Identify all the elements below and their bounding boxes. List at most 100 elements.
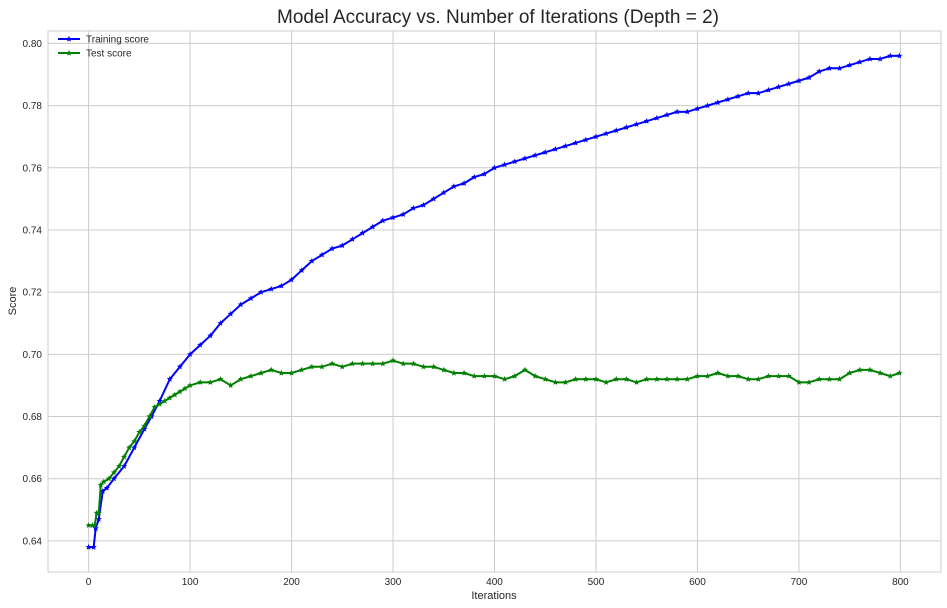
training-score-point <box>237 301 244 308</box>
test-score-point <box>694 372 701 379</box>
test-score-point <box>613 376 620 382</box>
test-score-point <box>146 413 153 420</box>
training-score-point <box>268 285 275 292</box>
test-score-point <box>765 372 772 379</box>
test-score-point <box>359 360 366 367</box>
test-score-point <box>207 379 214 385</box>
test-score-point <box>471 372 478 379</box>
training-score-point <box>856 58 863 65</box>
test-score-point <box>663 376 671 382</box>
training-score-point <box>653 114 660 121</box>
test-score-point <box>308 363 315 370</box>
training-score-point <box>288 276 295 283</box>
training-score-point <box>278 282 285 289</box>
test-score-point <box>197 379 204 385</box>
test-score-point <box>623 376 630 382</box>
test-score-point <box>258 369 265 376</box>
training-score-point <box>318 251 326 258</box>
training-score-point <box>410 205 417 211</box>
test-score-line <box>88 359 900 527</box>
test-score-point <box>745 376 752 382</box>
training-score-point <box>836 65 843 71</box>
training-score-point <box>450 183 457 190</box>
test-score-point <box>217 376 224 382</box>
training-score-point <box>99 487 106 494</box>
x-tick-label: 700 <box>791 577 808 588</box>
training-score-point <box>826 65 833 71</box>
training-score-point <box>369 223 376 230</box>
training-score-point <box>623 124 630 130</box>
training-score-point <box>552 145 559 152</box>
test-score-point <box>131 438 138 444</box>
test-score-point <box>704 372 711 379</box>
training-score-point <box>95 515 102 522</box>
test-score-point <box>491 372 498 379</box>
test-score-point <box>115 463 123 469</box>
test-score-point <box>572 376 579 382</box>
training-score-point <box>481 170 488 177</box>
training-score-point <box>572 139 579 146</box>
training-score-point <box>379 217 386 224</box>
test-score-point <box>582 376 589 382</box>
training-score-point <box>532 152 539 158</box>
training-score-point <box>603 130 610 137</box>
training-score-point <box>663 111 671 118</box>
test-score-point <box>171 391 178 398</box>
training-score-point <box>806 74 813 81</box>
test-score-point <box>121 453 128 460</box>
training-score-point <box>785 80 792 87</box>
legend: Training score Test score <box>58 35 149 60</box>
test-score-point <box>187 382 194 389</box>
training-score-point <box>349 236 356 242</box>
training-score-point <box>684 108 691 115</box>
legend-label: Training score <box>86 35 149 46</box>
training-score-point <box>613 127 620 134</box>
training-score-point <box>471 173 478 180</box>
training-score-point <box>329 245 336 252</box>
training-score-point <box>400 211 407 218</box>
test-score-point <box>653 376 660 382</box>
test-score-point <box>755 376 762 382</box>
test-score-point <box>877 369 884 376</box>
chart-title: Model Accuracy vs. Number of Iterations … <box>277 7 719 28</box>
test-score-point <box>288 369 295 376</box>
legend-label: Test score <box>86 49 132 60</box>
test-score-point <box>603 379 610 385</box>
test-score-point <box>785 372 792 379</box>
training-score-point <box>724 96 731 102</box>
training-score-point <box>816 68 823 75</box>
training-score-point <box>643 117 650 124</box>
test-score-point <box>430 363 437 370</box>
training-score-point <box>359 229 366 236</box>
training-score-point <box>582 136 589 143</box>
test-score-point <box>450 369 457 376</box>
test-score-point <box>105 475 112 482</box>
training-score-point <box>103 484 110 491</box>
training-score-point <box>521 155 528 162</box>
test-score-point <box>339 363 346 370</box>
x-axis-label: Iterations <box>471 590 517 602</box>
test-score-point <box>775 372 782 379</box>
test-score-point <box>318 363 326 370</box>
test-score-point <box>151 404 158 410</box>
test-score-point <box>161 397 168 404</box>
training-score-point <box>110 475 117 482</box>
training-score-point <box>121 463 128 469</box>
training-score-point <box>298 267 305 273</box>
x-tick-label: 500 <box>588 577 605 588</box>
test-score-point <box>836 376 843 382</box>
test-score-point <box>389 357 397 364</box>
test-score-point <box>592 376 600 382</box>
x-tick-label: 300 <box>385 577 402 588</box>
test-score-point <box>795 379 802 385</box>
training-score-point <box>704 102 711 109</box>
test-score-point <box>521 366 528 373</box>
training-score-point <box>440 189 447 196</box>
training-score-point <box>141 425 148 432</box>
test-score-point <box>268 366 275 373</box>
test-score-point <box>97 481 104 488</box>
x-tick-label: 0 <box>86 577 92 588</box>
training-score-point <box>92 525 99 532</box>
test-score-point <box>896 369 903 376</box>
